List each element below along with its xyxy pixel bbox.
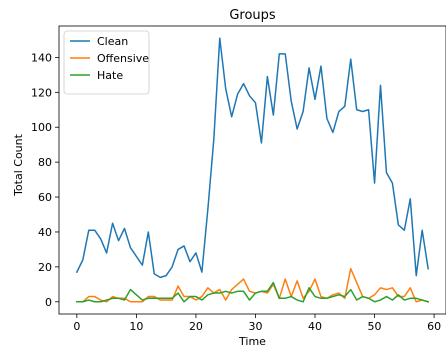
- series-line-clean: [75, 37, 429, 279]
- series-lines: [75, 37, 430, 303]
- legend-label-clean: Clean: [97, 35, 128, 48]
- series-line-offensive: [76, 267, 430, 303]
- series-line-hate: [76, 281, 430, 303]
- y-tick-label-20: 20: [38, 261, 52, 274]
- plot-area: 0 10 20 30 40 50 60 0 20 40 60 80 100 120 140: [31, 25, 446, 333]
- x-tick-label-0: 0: [73, 320, 80, 333]
- chart-title: Groups: [229, 8, 276, 23]
- legend-label-offensive: Offensive: [97, 52, 149, 65]
- x-tick-label-10: 10: [129, 320, 143, 333]
- y-tick-label-120: 120: [31, 86, 52, 99]
- y-tick-label-40: 40: [38, 226, 52, 239]
- y-tick-label-60: 60: [38, 191, 52, 204]
- legend-frame: [63, 30, 150, 95]
- legend-label-hate: Hate: [97, 69, 123, 82]
- x-tick-label-40: 40: [308, 320, 322, 333]
- x-tick-label-50: 50: [368, 320, 382, 333]
- x-tick-label-60: 60: [427, 320, 441, 333]
- x-tick-label-30: 30: [248, 320, 262, 333]
- legend: Clean Offensive Hate: [63, 30, 150, 95]
- x-axis-label: Time: [238, 335, 266, 348]
- y-axis-label: Total Count: [12, 133, 25, 197]
- y-tick-label-0: 0: [45, 296, 52, 309]
- y-tick-label-140: 140: [31, 51, 52, 64]
- x-tick-label-20: 20: [189, 320, 203, 333]
- axes-frame: [58, 25, 446, 315]
- y-tick-label-100: 100: [31, 121, 52, 134]
- y-tick-label-80: 80: [38, 156, 52, 169]
